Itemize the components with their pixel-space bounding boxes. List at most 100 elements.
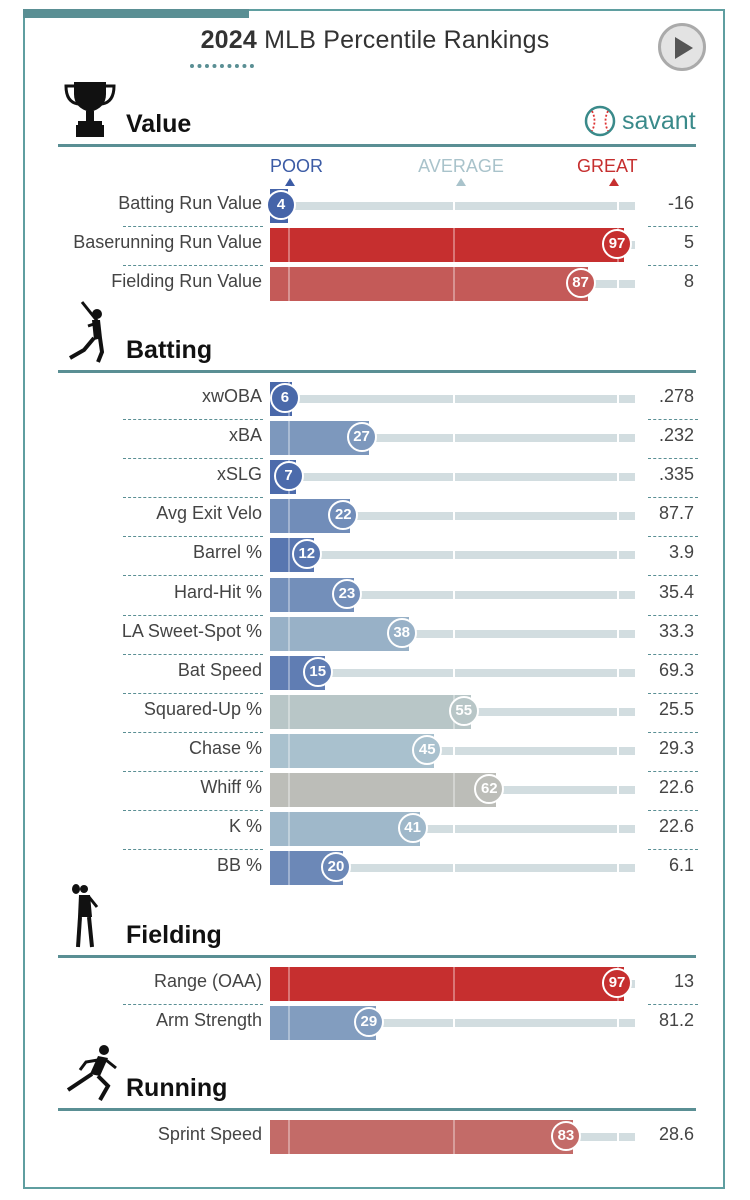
percentile-badge: 12 bbox=[291, 539, 322, 570]
percentile-badge: 38 bbox=[386, 617, 417, 648]
percentile-badge: 97 bbox=[602, 968, 633, 998]
row-divider bbox=[648, 226, 698, 227]
metric-label: Range (OAA) bbox=[153, 971, 262, 991]
bar-tick bbox=[288, 655, 291, 690]
row-divider bbox=[648, 614, 698, 616]
row-divider bbox=[648, 653, 698, 655]
metric-label: K % bbox=[228, 816, 262, 837]
metric-row[interactable]: Barrel % 12 3.9 bbox=[58, 536, 698, 577]
bar-tick bbox=[288, 538, 291, 573]
track-tick bbox=[452, 393, 455, 405]
row-divider bbox=[123, 770, 263, 772]
row-divider bbox=[123, 1004, 263, 1005]
bar-tick bbox=[288, 228, 291, 263]
metric-row[interactable]: LA Sweet-Spot % 38 33.3 bbox=[58, 615, 698, 655]
section-rule bbox=[58, 1108, 696, 1111]
metric-row[interactable]: Arm Strength 29 81.2 bbox=[58, 1004, 698, 1043]
metric-row[interactable]: Baserunning Run Value 97 5 bbox=[58, 226, 698, 267]
metric-row[interactable]: xwOBA 6 .278 bbox=[58, 380, 698, 420]
metric-value: .232 bbox=[658, 425, 694, 446]
percentile-bar bbox=[270, 733, 435, 768]
metric-row[interactable]: Whiff % 62 22.6 bbox=[58, 771, 698, 811]
metric-row[interactable]: K % 41 22.6 bbox=[58, 810, 698, 851]
frame-tab bbox=[23, 9, 249, 18]
savant-text: savant bbox=[622, 106, 696, 135]
metric-label: Whiff % bbox=[200, 777, 262, 797]
row-divider bbox=[123, 575, 263, 577]
row-divider bbox=[123, 692, 263, 694]
track-tick bbox=[616, 627, 619, 640]
metric-value: .278 bbox=[658, 386, 694, 406]
bar-tick bbox=[288, 1006, 291, 1041]
percentile-badge: 23 bbox=[331, 578, 362, 609]
metric-row[interactable]: Fielding Run Value 87 8 bbox=[58, 265, 698, 304]
row-divider bbox=[648, 1004, 698, 1005]
metric-value: -16 bbox=[667, 193, 694, 213]
row-divider bbox=[648, 849, 698, 851]
metric-label: Squared-Up % bbox=[143, 698, 262, 719]
section-header-fielding: Fielding bbox=[58, 884, 696, 958]
percentile-badge: 83 bbox=[550, 1121, 581, 1151]
percentile-badge: 6 bbox=[269, 383, 300, 413]
metric-value: 22.6 bbox=[658, 816, 694, 837]
bar-tick bbox=[288, 267, 291, 302]
metric-row[interactable]: Hard-Hit % 23 35.4 bbox=[58, 576, 698, 616]
row-divider bbox=[123, 614, 263, 616]
track-tick bbox=[616, 1131, 619, 1143]
row-divider bbox=[648, 810, 698, 811]
batter-icon bbox=[64, 300, 116, 369]
bar-tick bbox=[288, 812, 291, 847]
metric-row[interactable]: Squared-Up % 55 25.5 bbox=[58, 693, 698, 733]
metric-value: 25.5 bbox=[658, 698, 694, 719]
metric-row[interactable]: xBA 27 .232 bbox=[58, 419, 698, 460]
section-rule bbox=[58, 370, 696, 373]
title-year: 2024 bbox=[200, 26, 257, 54]
percentile-badge: 97 bbox=[602, 229, 633, 260]
percentile-bar bbox=[270, 267, 588, 302]
track-tick bbox=[616, 278, 619, 291]
track-tick bbox=[452, 1017, 455, 1030]
row-divider bbox=[123, 497, 263, 499]
row-divider bbox=[123, 849, 263, 851]
page-title: 2024 MLB Percentile Rankings bbox=[0, 26, 750, 55]
metric-value: 69.3 bbox=[658, 659, 694, 680]
row-divider bbox=[648, 770, 698, 772]
track-tick bbox=[616, 1017, 619, 1030]
bar-tick bbox=[452, 1120, 455, 1154]
metric-row[interactable]: Bat Speed 15 69.3 bbox=[58, 654, 698, 694]
row-divider bbox=[123, 419, 263, 420]
play-button[interactable] bbox=[658, 23, 706, 71]
metric-row[interactable]: Range (OAA) 97 13 bbox=[58, 965, 698, 1005]
row-divider bbox=[123, 653, 263, 655]
row-divider bbox=[648, 265, 698, 267]
section-header-batting: Batting bbox=[58, 301, 696, 373]
metric-value: 35.4 bbox=[658, 581, 694, 602]
percentile-bar bbox=[270, 812, 420, 847]
track-tick bbox=[616, 744, 619, 757]
metric-row[interactable]: Chase % 45 29.3 bbox=[58, 732, 698, 772]
metric-label: Bat Speed bbox=[177, 659, 262, 680]
track-tick bbox=[452, 549, 455, 562]
metric-row[interactable]: BB % 20 6.1 bbox=[58, 849, 698, 888]
metric-row[interactable]: Batting Run Value 4 -16 bbox=[58, 187, 698, 227]
bar-tick bbox=[288, 499, 291, 534]
percentile-badge: 22 bbox=[328, 500, 359, 531]
metric-row[interactable]: xSLG 7 .335 bbox=[58, 458, 698, 499]
track-tick bbox=[616, 549, 619, 562]
bar-tick bbox=[288, 577, 291, 612]
percentile-bar bbox=[270, 228, 625, 263]
bar-tick bbox=[288, 1120, 291, 1154]
track-tick bbox=[452, 744, 455, 757]
metric-row[interactable]: Avg Exit Velo 22 87.7 bbox=[58, 497, 698, 538]
section-title: Running bbox=[126, 1074, 228, 1102]
runner-icon bbox=[64, 1042, 122, 1107]
metric-value: 8 bbox=[683, 271, 694, 292]
metric-row[interactable]: Sprint Speed 83 28.6 bbox=[58, 1118, 698, 1157]
row-divider bbox=[648, 575, 698, 577]
track-tick bbox=[616, 393, 619, 405]
metric-label: Fielding Run Value bbox=[111, 271, 262, 292]
row-divider bbox=[123, 810, 263, 811]
bar-tick bbox=[288, 851, 291, 886]
metric-label: Barrel % bbox=[192, 542, 262, 563]
row-divider bbox=[123, 536, 263, 538]
